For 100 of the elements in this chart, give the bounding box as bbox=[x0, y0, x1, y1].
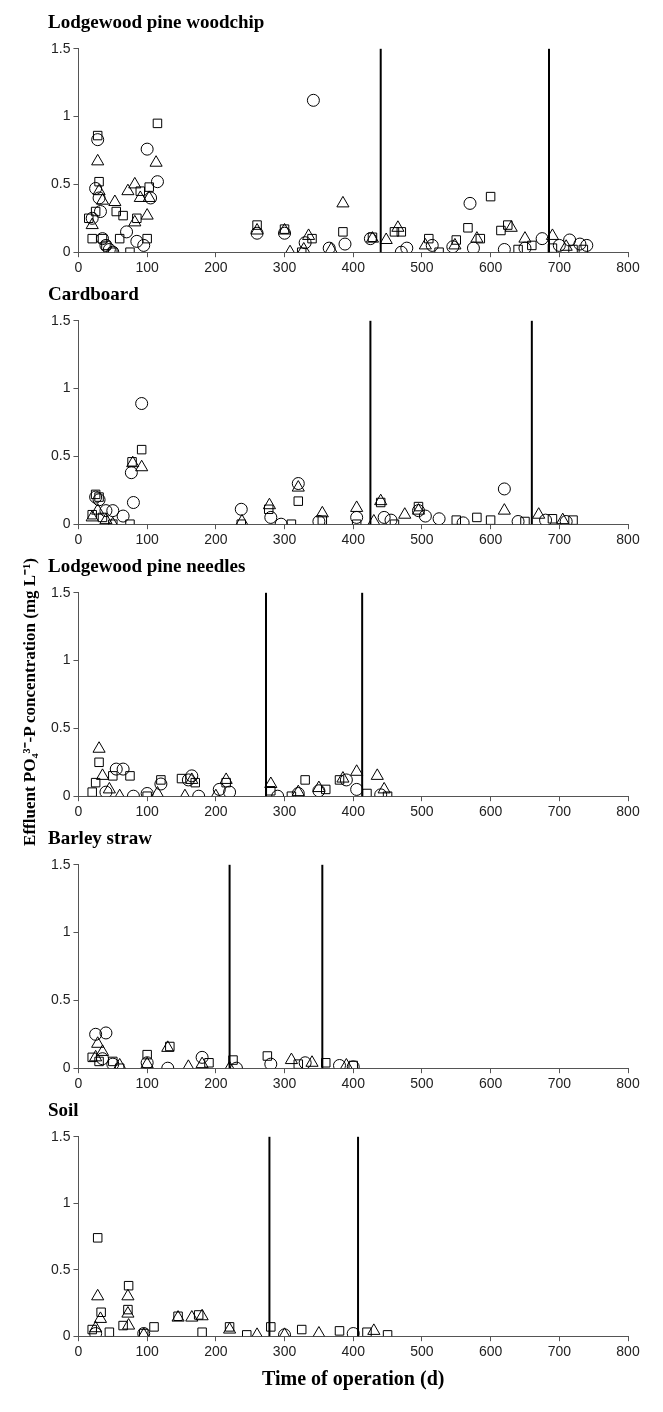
point bbox=[87, 233, 97, 244]
point bbox=[475, 233, 486, 244]
point bbox=[315, 505, 329, 518]
x-tick-label: 0 bbox=[74, 1343, 83, 1360]
point bbox=[573, 237, 587, 251]
x-tick-label: 200 bbox=[204, 531, 228, 548]
x-tick-label: 300 bbox=[272, 1075, 297, 1092]
point bbox=[137, 238, 151, 252]
y-tick-label: 0 bbox=[62, 1059, 71, 1076]
x-tick-label: 500 bbox=[410, 531, 434, 548]
point bbox=[250, 1327, 264, 1337]
point bbox=[136, 444, 147, 455]
x-tick-label: 500 bbox=[410, 1343, 434, 1360]
point bbox=[108, 194, 122, 207]
point bbox=[559, 239, 573, 251]
point bbox=[84, 213, 94, 224]
point bbox=[91, 133, 105, 147]
point bbox=[312, 514, 326, 525]
point bbox=[367, 513, 381, 525]
point bbox=[293, 496, 304, 506]
point bbox=[144, 182, 154, 192]
x-tick-label: 800 bbox=[616, 803, 640, 820]
point bbox=[520, 516, 530, 525]
point bbox=[302, 228, 316, 240]
point bbox=[97, 512, 108, 523]
point bbox=[264, 510, 278, 524]
point bbox=[93, 205, 107, 219]
x-tick-label: 700 bbox=[547, 803, 572, 820]
point bbox=[398, 507, 412, 519]
point bbox=[307, 233, 317, 244]
point bbox=[132, 213, 142, 224]
x-tick-label: 0 bbox=[74, 531, 83, 548]
point bbox=[149, 1322, 159, 1332]
y-tick-label: 1 bbox=[62, 651, 71, 668]
point bbox=[547, 514, 558, 524]
point bbox=[121, 183, 135, 196]
x-tick-label: 400 bbox=[341, 1343, 366, 1360]
point bbox=[96, 1307, 106, 1318]
point bbox=[91, 1288, 105, 1301]
point bbox=[539, 513, 553, 525]
point bbox=[350, 510, 364, 524]
chart-title: Soil bbox=[48, 1099, 79, 1121]
x-tick-label: 700 bbox=[547, 1343, 572, 1360]
point bbox=[535, 232, 549, 246]
chart-title: Lodgewood pine woodchip bbox=[48, 11, 265, 33]
point bbox=[552, 238, 566, 252]
point bbox=[297, 241, 311, 253]
x-tick-label: 300 bbox=[272, 259, 297, 276]
point bbox=[85, 211, 99, 225]
point bbox=[497, 482, 511, 496]
point bbox=[118, 210, 128, 221]
point bbox=[90, 206, 101, 217]
point bbox=[140, 142, 154, 156]
point bbox=[511, 514, 525, 525]
point bbox=[91, 503, 105, 515]
point bbox=[123, 1280, 134, 1291]
y-tick-label: 0 bbox=[62, 787, 71, 804]
point bbox=[362, 1327, 372, 1337]
point bbox=[451, 235, 462, 245]
point bbox=[425, 238, 439, 252]
point bbox=[547, 243, 558, 253]
point bbox=[298, 236, 312, 250]
point bbox=[90, 489, 101, 500]
point bbox=[518, 241, 532, 253]
point bbox=[121, 1288, 135, 1301]
x-tick-label: 800 bbox=[616, 259, 640, 276]
x-tick-label: 400 bbox=[341, 259, 366, 276]
point bbox=[193, 1310, 204, 1320]
point bbox=[93, 1311, 108, 1323]
point bbox=[317, 515, 328, 525]
point bbox=[396, 227, 407, 237]
y-tick-label: 0 bbox=[62, 515, 71, 532]
point bbox=[485, 191, 496, 202]
point bbox=[130, 234, 144, 248]
point bbox=[580, 238, 594, 252]
point bbox=[350, 500, 364, 512]
point bbox=[140, 208, 154, 220]
point bbox=[367, 1323, 381, 1335]
x-tick-label: 600 bbox=[478, 803, 503, 820]
point bbox=[379, 232, 393, 244]
y-tick-label: 0.5 bbox=[50, 991, 71, 1008]
point bbox=[485, 515, 496, 525]
point bbox=[99, 512, 113, 525]
point bbox=[104, 1327, 115, 1337]
x-tick-label: 100 bbox=[135, 1075, 160, 1092]
point bbox=[128, 214, 142, 227]
point bbox=[451, 515, 462, 525]
x-tick-label: 800 bbox=[616, 1343, 640, 1360]
point bbox=[95, 193, 110, 205]
point bbox=[92, 191, 106, 205]
x-tick-label: 500 bbox=[410, 259, 434, 276]
point bbox=[532, 507, 546, 519]
point bbox=[87, 1324, 97, 1335]
point bbox=[278, 226, 292, 240]
point bbox=[124, 466, 138, 480]
point bbox=[250, 223, 264, 235]
point bbox=[99, 504, 113, 518]
point bbox=[513, 244, 523, 253]
y-tick-label: 0.5 bbox=[50, 447, 71, 464]
chart-title: Lodgewood pine needles bbox=[48, 555, 246, 577]
